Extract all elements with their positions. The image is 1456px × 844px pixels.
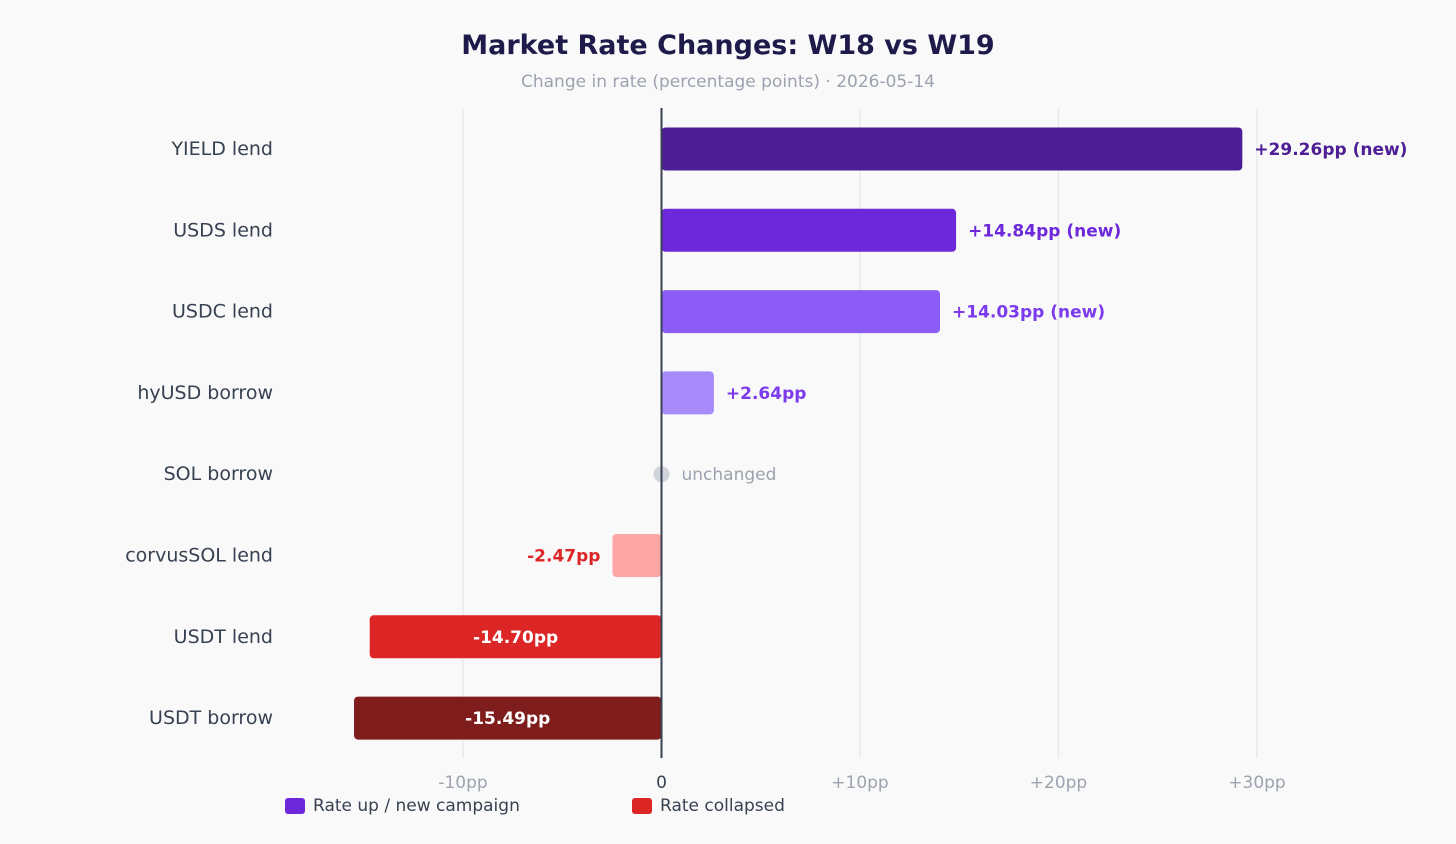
legend-label-up: Rate up / new campaign bbox=[313, 796, 520, 816]
legend-swatch-collapsed bbox=[632, 798, 652, 814]
data-label: +2.64pp bbox=[726, 384, 807, 404]
x-tick-label: +20pp bbox=[1030, 773, 1087, 793]
x-tick-label: -10pp bbox=[438, 773, 487, 793]
category-label: corvusSOL lend bbox=[125, 545, 273, 567]
category-label: USDT borrow bbox=[149, 707, 273, 729]
bar bbox=[661, 290, 940, 334]
data-label: -2.47pp bbox=[527, 547, 600, 567]
chart-title: Market Rate Changes: W18 vs W19 bbox=[461, 30, 995, 61]
data-label: +29.26pp (new) bbox=[1254, 140, 1407, 160]
category-label: SOL borrow bbox=[164, 463, 273, 485]
legend-item-up: Rate up / new campaign bbox=[285, 796, 520, 816]
bar bbox=[612, 534, 662, 577]
data-label: unchanged bbox=[682, 465, 777, 485]
data-label: -15.49pp bbox=[465, 709, 550, 729]
bar bbox=[661, 371, 714, 415]
category-label: hyUSD borrow bbox=[137, 382, 273, 404]
category-label: YIELD lend bbox=[170, 138, 273, 160]
category-label: USDT lend bbox=[174, 626, 273, 648]
chart-subtitle: Change in rate (percentage points) · 202… bbox=[521, 72, 935, 92]
category-label: USDC lend bbox=[172, 301, 273, 323]
bar bbox=[354, 696, 662, 740]
bar bbox=[369, 615, 662, 659]
category-label: USDS lend bbox=[173, 219, 273, 241]
bar bbox=[661, 127, 1243, 171]
data-label: -14.70pp bbox=[473, 628, 558, 648]
x-tick-label: +10pp bbox=[831, 773, 888, 793]
data-label: +14.84pp (new) bbox=[968, 221, 1121, 241]
legend-item-collapsed: Rate collapsed bbox=[632, 796, 785, 816]
x-tick-label: +30pp bbox=[1228, 773, 1285, 793]
legend: Rate up / new campaign Rate collapsed bbox=[0, 796, 1456, 820]
x-tick-label: 0 bbox=[656, 773, 667, 793]
bar bbox=[661, 208, 957, 252]
data-label: +14.03pp (new) bbox=[952, 303, 1105, 323]
legend-label-collapsed: Rate collapsed bbox=[660, 796, 785, 816]
legend-swatch-up bbox=[285, 798, 305, 814]
